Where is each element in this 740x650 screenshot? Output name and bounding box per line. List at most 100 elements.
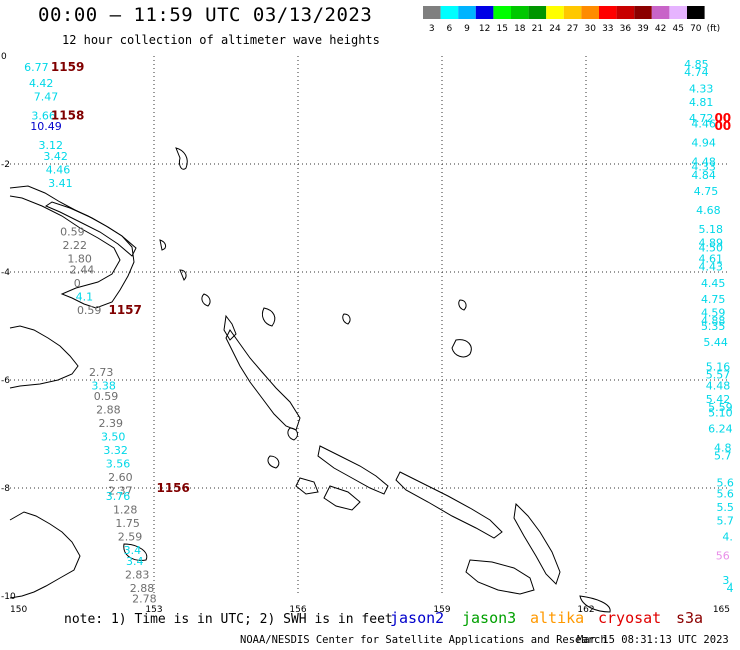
- island-ontong-java: [451, 339, 472, 358]
- wave-height-value: 6.24: [708, 423, 733, 436]
- coastline-choiseul: [317, 445, 389, 495]
- legend-swatch: [634, 6, 652, 19]
- wave-height-value: 2.73: [89, 366, 114, 379]
- satellite-jason2: jason2: [390, 609, 445, 627]
- wave-height-value: 5.6: [716, 487, 734, 500]
- wave-height-value: 3.12: [39, 139, 64, 152]
- legend-swatch: [581, 6, 599, 19]
- chart-title: 00:00 – 11:59 UTC 03/13/2023: [38, 4, 373, 26]
- coastline-vella: [295, 477, 319, 495]
- wave-height-value: 4.48: [706, 379, 731, 392]
- legend-label: 21: [532, 24, 543, 34]
- legend-swatch: [423, 6, 441, 19]
- legend-label: 30: [584, 24, 596, 34]
- legend-swatch: [563, 6, 582, 19]
- coastline-new-georgia: [323, 485, 361, 511]
- wave-height-value: 5.35: [701, 320, 726, 333]
- legend-swatch: [687, 6, 705, 19]
- coastline-malaita: [513, 502, 561, 585]
- legend-swatch: [493, 6, 511, 19]
- wave-height-value: 4.48: [691, 155, 716, 168]
- wave-height-value: 4.75: [701, 293, 726, 306]
- island-nukumanu: [458, 299, 467, 311]
- wave-height-value: 2.60: [108, 471, 133, 484]
- wave-height-value: 1.80: [67, 253, 92, 266]
- footer-note: note: 1) Time is in UTC; 2) SWH is in fe…: [64, 612, 393, 627]
- legend-swatch: [599, 6, 617, 19]
- wave-height-value: 4.: [722, 531, 733, 544]
- credit-line: NOAA/NESDIS Center for Satellite Applica…: [240, 634, 607, 646]
- island-tabar: [179, 269, 187, 281]
- wave-height-value: 5.10: [708, 406, 733, 419]
- track-time-label: 1159: [51, 60, 84, 74]
- wave-height-value: 3.4: [124, 544, 142, 557]
- wave-height-value: 3.4: [126, 555, 144, 568]
- wave-height-value: 3.41: [48, 177, 73, 190]
- coastline-buka: [223, 314, 237, 341]
- wave-height-value: 2.83: [125, 568, 150, 581]
- coastline-santa-isabel: [395, 471, 503, 539]
- wave-height-value: 3.66: [31, 109, 56, 122]
- wave-height-value: 4.46: [46, 163, 71, 176]
- wave-height-value: 4.88: [701, 315, 726, 328]
- wave-height-value: 5.7: [714, 450, 732, 463]
- lon-label: 159: [433, 605, 450, 615]
- legend-unit: (ft): [707, 24, 721, 34]
- wave-height-value: 5.57: [706, 369, 731, 382]
- coastline-new-guinea: [9, 325, 79, 389]
- island-carteret: [342, 313, 351, 325]
- lat-label: -10: [1, 592, 16, 602]
- wave-height-value: 0.59: [60, 226, 85, 239]
- track-time-label: 00: [714, 119, 731, 133]
- wave-height-value: 2.44: [70, 263, 95, 276]
- island-rennell: [579, 595, 611, 613]
- map-grid: 150 153 156 159 162 165 0 -2 -4 -6 -8 -10: [1, 52, 730, 615]
- legend-label: 15: [496, 24, 507, 34]
- satellite-s3a: s3a: [676, 609, 704, 627]
- wave-height-value: 4.61: [699, 253, 724, 266]
- wave-height-value: 4.8: [714, 442, 732, 455]
- wave-height-value: 2.88: [96, 404, 121, 417]
- lat-label: -8: [1, 484, 10, 494]
- legend-label: 3: [429, 24, 435, 34]
- wave-height-value: 4.81: [689, 96, 714, 109]
- chart-subtitle: 12 hour collection of altimeter wave hei…: [62, 33, 380, 47]
- legend-swatch: [475, 6, 494, 19]
- wave-height-value: 5.5: [716, 501, 734, 514]
- lon-label: 153: [145, 605, 162, 615]
- wave-height-value: 4.84: [691, 169, 716, 182]
- wave-height-value: 3.32: [103, 444, 128, 457]
- legend-swatch: [528, 6, 547, 19]
- lat-label: -4: [1, 268, 10, 278]
- wave-height-value: 56: [716, 550, 730, 563]
- wave-height-value: 5.16: [706, 361, 731, 374]
- track-time-label: 1158: [51, 108, 84, 122]
- lat-label: -6: [1, 376, 10, 386]
- color-scale-legend: 3 6 9 12 15 18 21 24 27 30 33 36 39 42 45 70 (ft): [423, 6, 721, 34]
- coastline-papua-tip: [9, 511, 81, 599]
- wave-height-value: 4.72: [689, 112, 714, 125]
- wave-height-value: 3.38: [91, 379, 116, 392]
- wave-height-value: 2.78: [132, 593, 157, 606]
- island-feni: [201, 293, 211, 307]
- lon-label: 165: [713, 605, 730, 615]
- wave-height-value: 1.28: [113, 504, 138, 517]
- wave-height-value: 4.75: [694, 185, 719, 198]
- wave-height-value: 0.59: [94, 390, 119, 403]
- wave-height-value: 5.6: [716, 477, 734, 490]
- legend-label: 9: [464, 24, 470, 34]
- wave-height-value: 2.88: [130, 582, 155, 595]
- wave-height-value: 4.33: [689, 82, 714, 95]
- wave-height-value: 4.89: [699, 236, 724, 249]
- wave-height-value: 5.7: [716, 514, 734, 527]
- legend-label: 45: [672, 24, 683, 34]
- wave-height-value: 3.: [722, 574, 733, 587]
- wave-height-value: 1.75: [115, 517, 140, 530]
- legend-swatch: [511, 6, 529, 19]
- lon-label: 150: [10, 605, 27, 615]
- wave-height-value: 2.39: [99, 417, 124, 430]
- wave-height-value: 5.59: [708, 401, 733, 414]
- generated-timestamp: Mar 15 08:31:13 UTC 2023: [577, 634, 729, 646]
